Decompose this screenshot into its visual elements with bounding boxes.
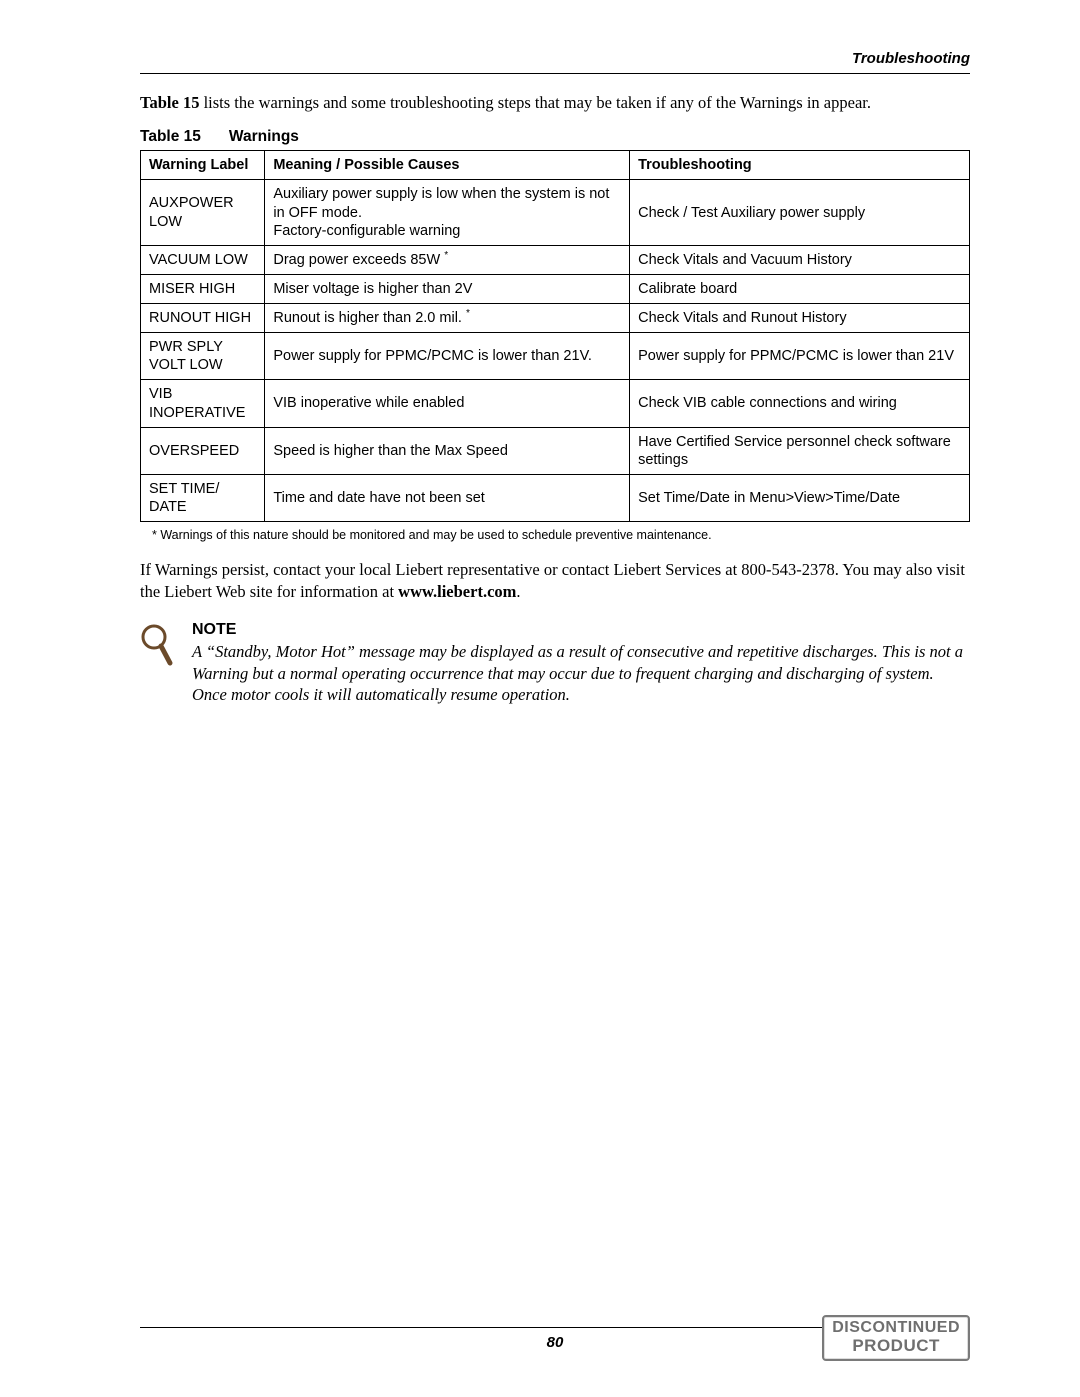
col-header-label: Warning Label — [141, 151, 265, 180]
cell-label: OVERSPEED — [141, 427, 265, 474]
cell-troubleshooting: Check Vitals and Vacuum History — [630, 245, 970, 274]
cell-troubleshooting: Check / Test Auxiliary power supply — [630, 180, 970, 245]
cell-label: RUNOUT HIGH — [141, 304, 265, 333]
table-body: AUXPOWER LOWAuxiliary power supply is lo… — [141, 180, 970, 522]
cell-meaning: Runout is higher than 2.0 mil. * — [265, 304, 630, 333]
note-block: NOTE A “Standby, Motor Hot” message may … — [140, 621, 970, 705]
intro-paragraph: Table 15 lists the warnings and some tro… — [140, 92, 970, 114]
cell-meaning: Power supply for PPMC/PCMC is lower than… — [265, 333, 630, 380]
section-header: Troubleshooting — [140, 50, 970, 74]
cell-label: MISER HIGH — [141, 274, 265, 303]
col-header-troubleshooting: Troubleshooting — [630, 151, 970, 180]
cell-troubleshooting: Have Certified Service personnel check s… — [630, 427, 970, 474]
cell-troubleshooting: Power supply for PPMC/PCMC is lower than… — [630, 333, 970, 380]
warnings-table: Warning Label Meaning / Possible Causes … — [140, 150, 970, 522]
stamp-line2: PRODUCT — [832, 1337, 960, 1355]
post-text-a: If Warnings persist, contact your local … — [140, 560, 965, 601]
table-row: PWR SPLY VOLT LOWPower supply for PPMC/P… — [141, 333, 970, 380]
table-row: SET TIME/ DATETime and date have not bee… — [141, 474, 970, 521]
footnote-marker: * — [466, 308, 470, 319]
col-header-meaning: Meaning / Possible Causes — [265, 151, 630, 180]
note-title: NOTE — [192, 621, 970, 639]
cell-label: SET TIME/ DATE — [141, 474, 265, 521]
stamp-line1: DISCONTINUED — [832, 1320, 960, 1337]
table-row: AUXPOWER LOWAuxiliary power supply is lo… — [141, 180, 970, 245]
cell-meaning: Auxiliary power supply is low when the s… — [265, 180, 630, 245]
footnote-marker: * — [444, 250, 448, 261]
website-link[interactable]: www.liebert.com — [398, 582, 516, 601]
cell-troubleshooting: Check VIB cable connections and wiring — [630, 380, 970, 427]
note-text: A “Standby, Motor Hot” message may be di… — [192, 641, 970, 705]
table-row: RUNOUT HIGHRunout is higher than 2.0 mil… — [141, 304, 970, 333]
cell-meaning: Drag power exceeds 85W * — [265, 245, 630, 274]
table-caption: Table 15 Warnings — [140, 128, 970, 146]
cell-meaning: VIB inoperative while enabled — [265, 380, 630, 427]
cell-troubleshooting: Check Vitals and Runout History — [630, 304, 970, 333]
discontinued-stamp: DISCONTINUED PRODUCT — [822, 1315, 970, 1361]
table-row: OVERSPEEDSpeed is higher than the Max Sp… — [141, 427, 970, 474]
post-text-b: . — [516, 582, 520, 601]
post-paragraph: If Warnings persist, contact your local … — [140, 559, 970, 604]
page: Troubleshooting Table 15 lists the warni… — [0, 0, 1080, 1397]
table-row: VACUUM LOWDrag power exceeds 85W *Check … — [141, 245, 970, 274]
cell-label: AUXPOWER LOW — [141, 180, 265, 245]
intro-rest: lists the warnings and some troubleshoot… — [199, 93, 871, 112]
table-header-row: Warning Label Meaning / Possible Causes … — [141, 151, 970, 180]
cell-troubleshooting: Calibrate board — [630, 274, 970, 303]
cell-meaning: Speed is higher than the Max Speed — [265, 427, 630, 474]
magnifier-icon — [140, 623, 174, 672]
table-caption-number: Table 15 — [140, 128, 201, 146]
cell-meaning: Time and date have not been set — [265, 474, 630, 521]
table-caption-title: Warnings — [229, 128, 299, 145]
table-footnote: * Warnings of this nature should be moni… — [152, 528, 970, 542]
cell-label: PWR SPLY VOLT LOW — [141, 333, 265, 380]
cell-label: VACUUM LOW — [141, 245, 265, 274]
cell-meaning: Miser voltage is higher than 2V — [265, 274, 630, 303]
intro-lead: Table 15 — [140, 93, 199, 112]
cell-label: VIB INOPERATIVE — [141, 380, 265, 427]
note-body: NOTE A “Standby, Motor Hot” message may … — [192, 621, 970, 705]
table-row: MISER HIGHMiser voltage is higher than 2… — [141, 274, 970, 303]
table-row: VIB INOPERATIVEVIB inoperative while ena… — [141, 380, 970, 427]
cell-troubleshooting: Set Time/Date in Menu>View>Time/Date — [630, 474, 970, 521]
